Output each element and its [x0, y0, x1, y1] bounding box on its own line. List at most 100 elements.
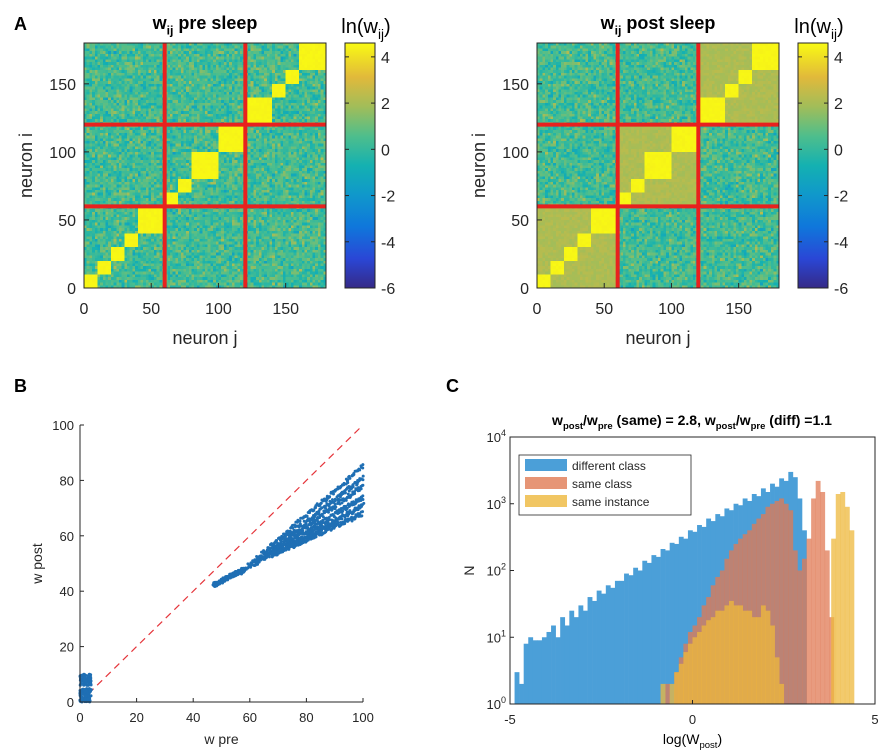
scatter-point: [289, 534, 293, 538]
x-tick-label: 100: [205, 301, 232, 318]
histogram-bar: [779, 683, 785, 704]
y-tick-label: 100: [52, 418, 74, 433]
scatter-point: [340, 501, 344, 505]
histogram-bar: [628, 575, 634, 704]
y-tick-label: 101: [487, 628, 506, 645]
histogram-bar: [596, 590, 602, 704]
histogram-bar: [514, 672, 520, 704]
histogram-bar: [592, 600, 597, 704]
scatter-point: [348, 476, 352, 480]
histogram-bar: [844, 506, 850, 704]
scatter-point: [351, 485, 355, 489]
scatter-point: [360, 514, 364, 518]
scatter-point: [294, 524, 298, 528]
scatter-point: [346, 478, 350, 482]
histogram-bar: [633, 567, 639, 704]
panel-label-a: A: [14, 14, 27, 34]
scatter-point: [267, 555, 271, 559]
scatter-point: [347, 504, 351, 508]
scatter-point: [327, 517, 331, 521]
heatmap-post-sleep: 0 50 100 150 0 50 100 150 neuron j neuron i wij po…: [469, 13, 848, 348]
histogram-bar: [797, 570, 803, 704]
heatmap-cells: [84, 43, 326, 288]
scatter-point: [337, 511, 341, 515]
y-axis-label: N: [461, 565, 477, 575]
x-axis-label: log(Wpost): [663, 731, 722, 751]
scatter-point: [341, 509, 345, 513]
histogram-bar: [742, 610, 748, 704]
x-tick-label: 5: [871, 712, 878, 727]
histogram-bar: [669, 542, 675, 704]
histogram-bar: [806, 538, 812, 704]
histogram-bar: [774, 500, 780, 704]
histogram-bar: [792, 550, 798, 704]
y-axis-label: neuron i: [469, 133, 489, 198]
scatter-point: [84, 679, 88, 683]
y-tick-label: 40: [60, 584, 74, 599]
identity-line: [79, 424, 364, 703]
histogram-bar: [614, 580, 620, 704]
y-axis-label: neuron i: [16, 133, 36, 198]
scatter-point: [284, 545, 288, 549]
histogram-bar: [546, 631, 552, 704]
histogram-bar: [624, 573, 629, 704]
scatter-point: [338, 524, 342, 528]
histogram-bar: [528, 637, 534, 704]
x-tick-label: 0: [76, 710, 83, 725]
histogram-bar: [687, 643, 693, 704]
x-tick-label: 150: [272, 301, 299, 318]
colorbar-tick-label: 2: [381, 96, 390, 113]
scatter-point: [250, 562, 254, 566]
y-tick-label: 50: [511, 213, 529, 230]
legend-entry: same instance: [572, 495, 650, 509]
scatter-point: [361, 466, 365, 470]
scatter-point: [83, 693, 88, 698]
histogram-bar: [802, 558, 807, 704]
histogram-bar: [815, 480, 821, 704]
histogram-bar: [788, 510, 794, 704]
legend-entry: different class: [572, 459, 646, 473]
scatter-point: [330, 498, 334, 502]
scatter-point: [359, 487, 363, 491]
histogram-bar: [674, 543, 680, 704]
legend: different class same class same instance: [518, 454, 692, 516]
x-tick-label: 50: [142, 301, 160, 318]
histogram-bar: [756, 518, 762, 704]
histogram-bar: [824, 550, 830, 704]
y-tick-label: 60: [60, 529, 74, 544]
legend-swatch: [525, 477, 567, 489]
scatter-point: [298, 519, 302, 523]
scatter-point: [336, 521, 340, 525]
colorbar-tick-label: 4: [381, 50, 390, 67]
y-tick-label: 100: [502, 145, 529, 162]
scatter-w-pre-vs-w-post: 0 20 40 60 80 100 0 20 40 60 80 100 w pre w post: [29, 418, 374, 747]
x-axis-label: neuron j: [172, 328, 237, 348]
x-tick-label: 80: [299, 710, 313, 725]
colorbar: [797, 42, 829, 289]
histogram-title: wpost/wpre (same) = 2.8, wpost/wpre (dif…: [551, 412, 832, 432]
scatter-point: [345, 506, 349, 510]
histogram-bar: [573, 617, 579, 704]
histogram-bar: [756, 617, 762, 704]
x-tick-label: 150: [725, 301, 752, 318]
histogram-bar: [523, 643, 529, 704]
histogram-bar: [687, 530, 693, 704]
scatter-point: [311, 509, 315, 513]
histogram-bar: [840, 491, 846, 704]
histogram-bar: [765, 610, 771, 704]
y-tick-label: 102: [487, 562, 506, 579]
scatter-point: [304, 521, 308, 525]
histogram-bar: [783, 503, 789, 704]
scatter-point: [88, 689, 92, 693]
histogram-bar: [811, 498, 816, 704]
colorbar-label: ln(wij): [341, 16, 390, 42]
scatter-point: [361, 463, 365, 467]
series-same-instance: [660, 600, 785, 704]
scatter-point: [362, 501, 366, 505]
scatter-point: [323, 522, 327, 526]
scatter-point: [86, 683, 90, 687]
y-tick-label: 100: [487, 695, 506, 712]
panel-label-c: C: [446, 376, 459, 396]
scatter-point: [319, 529, 323, 533]
